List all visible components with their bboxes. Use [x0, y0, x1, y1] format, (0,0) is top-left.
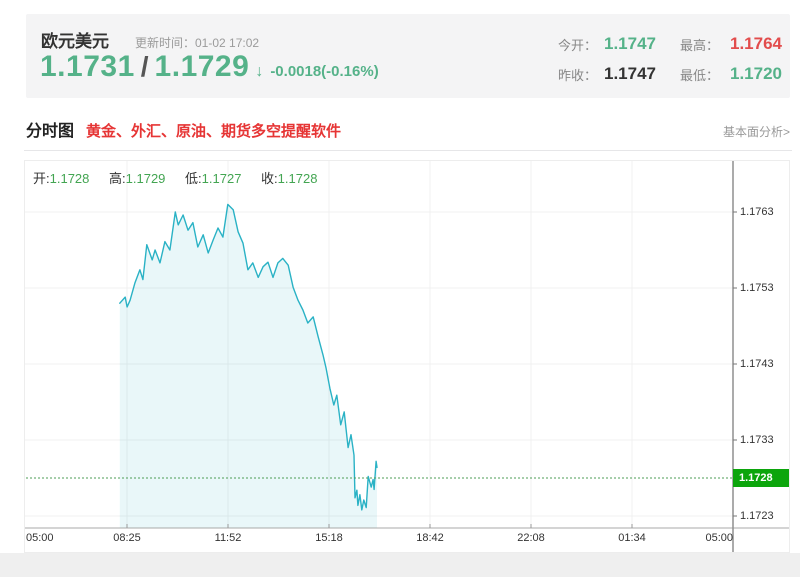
stat-label-prev-close: 昨收：: [558, 67, 598, 83]
price-line: [119, 203, 378, 511]
separator-line: [24, 150, 792, 151]
x-tick-label: 15:18: [315, 532, 343, 544]
area-fill: [119, 204, 378, 528]
price-slash: /: [140, 51, 149, 82]
footer-strip: [0, 553, 800, 577]
x-tick-label: 05:00: [26, 532, 54, 544]
x-tick-label: 08:25: [113, 532, 141, 544]
ohlc-high: 高:1.1729: [109, 171, 166, 186]
chart-panel: 开:1.1728 高:1.1729 低:1.1727 收:1.1728 05:0…: [24, 160, 790, 553]
y-tick-label: 1.1753: [740, 282, 774, 294]
quote-stats-grid: 今开： 1.1747 最高： 1.1764 昨收： 1.1747 最低： 1.1…: [558, 34, 800, 84]
bid-price: 1.1731: [40, 50, 135, 83]
tab-bar: 分时图 黄金、外汇、原油、期货多空提醒软件 基本面分析>: [26, 117, 790, 141]
stat-label-high: 最高：: [680, 37, 720, 53]
y-tick-label: 1.1723: [740, 510, 774, 522]
stat-label-low: 最低：: [680, 67, 720, 83]
x-tick-label: 11:52: [214, 532, 242, 544]
x-tick-label: 05:00: [705, 532, 733, 544]
price-chart[interactable]: [25, 161, 789, 552]
down-arrow-icon: ↓: [255, 63, 264, 80]
promo-link[interactable]: 黄金、外汇、原油、期货多空提醒软件: [86, 123, 342, 140]
quote-price-row: 1.1731 / 1.1729 ↓ -0.0018(-0.16%): [40, 50, 379, 84]
stat-value-prev-close: 1.1747: [604, 64, 656, 83]
stat-label-open: 今开：: [558, 37, 598, 53]
fundamental-analysis-link[interactable]: 基本面分析>: [722, 125, 790, 139]
x-tick-label: 18:42: [416, 532, 444, 544]
ask-price: 1.1729: [154, 50, 250, 83]
tab-intraday-chart[interactable]: 分时图: [26, 123, 75, 140]
stat-value-low: 1.1720: [730, 64, 782, 83]
x-tick-label: 22:08: [517, 532, 545, 544]
symbol-title: 欧元美元: [41, 32, 109, 51]
y-tick-label: 1.1743: [740, 358, 774, 370]
ohlc-row: 开:1.1728 高:1.1729 低:1.1727 收:1.1728: [33, 168, 333, 187]
y-tick-label: 1.1733: [740, 434, 774, 446]
ohlc-open: 开:1.1728: [33, 171, 90, 186]
quote-title-row: 欧元美元 更新时间：01-02 17:02: [41, 27, 259, 52]
x-tick-label: 01:34: [618, 532, 646, 544]
y-tick-label: 1.1763: [740, 206, 774, 218]
stat-value-high: 1.1764: [730, 34, 782, 53]
price-change: -0.0018(-0.16%): [270, 63, 379, 80]
stat-value-open: 1.1747: [604, 34, 656, 53]
ohlc-close: 收:1.1728: [261, 171, 318, 186]
update-time: 更新时间：01-02 17:02: [135, 36, 260, 50]
ohlc-low: 低:1.1727: [185, 171, 242, 186]
quote-header-card: 欧元美元 更新时间：01-02 17:02 1.1731 / 1.1729 ↓ …: [26, 14, 790, 98]
current-price-badge: 1.1728: [733, 469, 789, 487]
